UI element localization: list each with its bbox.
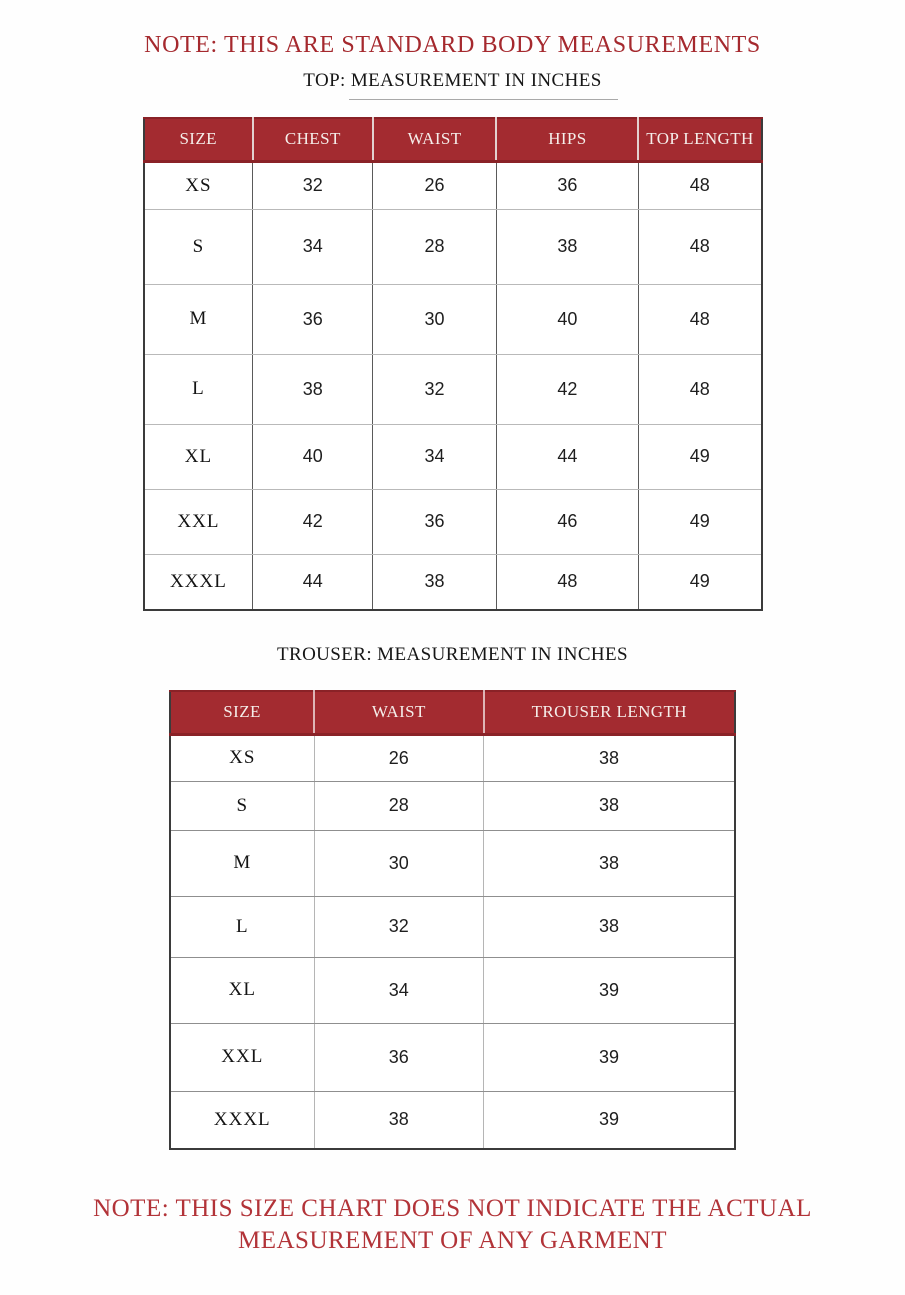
table-row: XL 40 34 44 49: [143, 424, 762, 490]
value-cell: 38: [372, 554, 497, 610]
size-cell: L: [170, 896, 315, 958]
top-note: NOTE: THIS ARE STANDARD BODY MEASUREMENT…: [144, 32, 761, 58]
column-header-waist: WAIST: [372, 117, 498, 163]
value-cell: 34: [372, 424, 497, 490]
bottom-note: NOTE: THIS SIZE CHART DOES NOT INDICATE …: [0, 1193, 905, 1257]
table-row: M 30 38: [170, 830, 735, 897]
value-cell: 38: [314, 1091, 485, 1149]
value-cell: 28: [372, 209, 497, 285]
value-cell: 40: [496, 284, 639, 355]
value-cell: 30: [372, 284, 497, 355]
value-cell: 36: [496, 161, 639, 210]
value-cell: 28: [314, 781, 485, 831]
value-cell: 38: [252, 354, 374, 425]
value-cell: 32: [314, 896, 485, 958]
value-cell: 30: [314, 830, 485, 897]
value-cell: 39: [483, 1091, 735, 1149]
size-cell: M: [143, 284, 254, 355]
table-row: XXXL 44 38 48 49: [143, 554, 762, 610]
top-table-title-prefix: TOP:: [303, 70, 351, 91]
value-cell: 36: [314, 1023, 485, 1092]
value-cell: 44: [252, 554, 374, 610]
trouser-measurements-table: SIZE WAIST TROUSER LENGTH XS 26 38 S 28 38 M 30 38…: [169, 690, 736, 1150]
size-cell: M: [170, 830, 315, 897]
value-cell: 36: [252, 284, 374, 355]
value-cell: 39: [483, 957, 735, 1024]
top-table-header-row: SIZE CHEST WAIST HIPS TOP LENGTH: [143, 117, 762, 163]
column-header-waist: WAIST: [314, 690, 485, 736]
table-row: XXL 42 36 46 49: [143, 489, 762, 555]
table-row: S 28 38: [170, 781, 735, 831]
table-row: XL 34 39: [170, 957, 735, 1024]
size-cell: XXXL: [143, 554, 254, 610]
top-table-title-underlined: MEASUREMENT IN INCHES: [350, 70, 602, 91]
value-cell: 49: [638, 424, 762, 490]
value-cell: 38: [483, 781, 735, 831]
trouser-table-title: TROUSER: MEASUREMENT IN INCHES: [276, 644, 629, 665]
value-cell: 48: [638, 354, 762, 425]
value-cell: 49: [638, 489, 762, 555]
size-cell: XXL: [170, 1023, 315, 1092]
value-cell: 38: [483, 896, 735, 958]
trouser-table-header-row: SIZE WAIST TROUSER LENGTH: [170, 690, 735, 736]
top-measurements-table: SIZE CHEST WAIST HIPS TOP LENGTH XS 32 26 36 48 S…: [142, 117, 763, 611]
value-cell: 39: [483, 1023, 735, 1092]
size-cell: S: [143, 209, 254, 285]
column-header-trouser-length: TROUSER LENGTH: [483, 690, 735, 736]
value-cell: 48: [638, 161, 762, 210]
column-header-chest: CHEST: [252, 117, 374, 163]
table-row: XXXL 38 39: [170, 1091, 735, 1149]
size-cell: S: [170, 781, 315, 831]
column-header-top-length: TOP LENGTH: [638, 117, 762, 163]
size-cell: XL: [143, 424, 254, 490]
value-cell: 34: [314, 957, 485, 1024]
value-cell: 32: [372, 354, 497, 425]
bottom-note-line-2: MEASUREMENT OF ANY GARMENT: [237, 1227, 667, 1254]
size-cell: L: [143, 354, 254, 425]
size-cell: XXXL: [170, 1091, 315, 1149]
value-cell: 32: [252, 161, 374, 210]
value-cell: 38: [483, 830, 735, 897]
size-cell: XS: [143, 161, 254, 210]
table-row: L 32 38: [170, 896, 735, 958]
value-cell: 34: [252, 209, 374, 285]
value-cell: 44: [496, 424, 639, 490]
value-cell: 38: [483, 734, 735, 782]
table-row: L 38 32 42 48: [143, 354, 762, 425]
table-row: M 36 30 40 48: [143, 284, 762, 355]
value-cell: 26: [314, 734, 485, 782]
top-table-title: TOP: MEASUREMENT IN INCHES: [0, 70, 905, 92]
value-cell: 42: [252, 489, 374, 555]
value-cell: 38: [496, 209, 639, 285]
value-cell: 46: [496, 489, 639, 555]
table-row: XS 26 38: [170, 734, 735, 782]
value-cell: 40: [252, 424, 374, 490]
bottom-note-line-1: NOTE: THIS SIZE CHART DOES NOT INDICATE …: [93, 1195, 812, 1222]
value-cell: 26: [372, 161, 497, 210]
column-header-size: SIZE: [143, 117, 254, 163]
value-cell: 48: [638, 209, 762, 285]
table-row: S 34 28 38 48: [143, 209, 762, 285]
value-cell: 48: [638, 284, 762, 355]
value-cell: 42: [496, 354, 639, 425]
value-cell: 49: [638, 554, 762, 610]
column-header-size: SIZE: [170, 690, 316, 736]
table-row: XS 32 26 36 48: [143, 161, 762, 210]
value-cell: 48: [496, 554, 639, 610]
size-cell: XS: [170, 734, 315, 782]
size-cell: XL: [170, 957, 315, 1024]
table-row: XXL 36 39: [170, 1023, 735, 1092]
column-header-hips: HIPS: [496, 117, 640, 163]
value-cell: 36: [372, 489, 497, 555]
size-cell: XXL: [143, 489, 254, 555]
